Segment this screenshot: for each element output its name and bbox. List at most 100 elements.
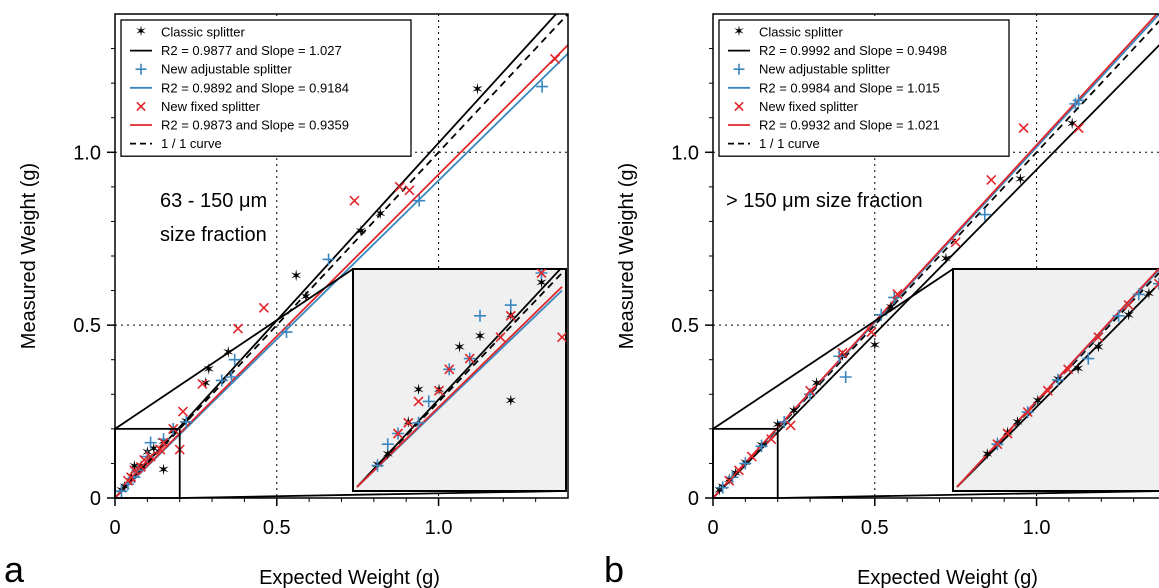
inset-data-point: ✶ <box>473 328 486 346</box>
inset-data-point <box>1022 407 1033 418</box>
legend-label: 1 / 1 curve <box>161 136 222 151</box>
data-point <box>122 475 134 486</box>
inset-data-point <box>381 438 394 451</box>
data-point <box>215 374 228 387</box>
data-point: ✶ <box>202 361 215 379</box>
inset-data-point <box>1002 428 1013 439</box>
inset-data-point <box>556 332 566 343</box>
inset-data-point <box>1093 332 1104 343</box>
legend-marker: ✶ <box>733 24 745 40</box>
data-point <box>258 302 269 313</box>
inset-data-point <box>1042 385 1053 396</box>
data-point <box>145 451 156 462</box>
data-point <box>536 80 549 93</box>
regression-line <box>115 14 558 498</box>
legend-label: R2 = 0.9932 and Slope = 1.021 <box>759 118 940 133</box>
one-to-one-line <box>115 14 568 498</box>
zoom-connector <box>777 490 1159 499</box>
fit-lines <box>713 14 1159 498</box>
series-x <box>122 53 561 486</box>
data-point <box>866 326 877 338</box>
inset-data-point <box>1052 374 1064 386</box>
y-tick-label: 0 <box>688 488 699 510</box>
legend-marker <box>135 63 147 75</box>
series-x <box>724 123 1084 486</box>
inset-data-point <box>1082 352 1095 365</box>
y-tick-label: 0.5 <box>671 315 699 337</box>
inset-regression-line <box>356 269 562 488</box>
data-point <box>978 208 991 221</box>
legend-box <box>120 19 412 157</box>
x-tick-label: 1.0 <box>1023 517 1051 539</box>
inset-data-point <box>1153 278 1159 289</box>
x-tick-label: 0 <box>109 517 120 539</box>
legend-label: R2 = 0.9984 and Slope = 1.015 <box>759 80 940 95</box>
inset-data-point <box>444 364 455 375</box>
y-tick-label: 1.0 <box>73 142 101 164</box>
inset-data-point <box>536 269 547 279</box>
size-fraction-annotation: > 150 μm size fraction <box>726 190 923 212</box>
panel-letter: b <box>604 549 624 588</box>
data-point <box>158 437 169 448</box>
regression-line <box>713 14 1158 498</box>
inset-data-point: ✶ <box>1072 360 1085 378</box>
data-point <box>1073 123 1084 134</box>
data-point <box>746 451 757 462</box>
y-tick-label: 0 <box>90 488 101 510</box>
legend-label: R2 = 0.9873 and Slope = 0.9359 <box>161 118 349 133</box>
y-axis-title: Measured Weight (g) <box>18 163 40 349</box>
inset-data-point: ✶ <box>1142 285 1155 303</box>
data-point <box>155 444 166 455</box>
data-point <box>394 181 405 192</box>
data-point <box>144 436 157 449</box>
legend-label: 1 / 1 curve <box>759 136 820 151</box>
inset-data-point <box>1132 288 1145 301</box>
data-point <box>739 457 752 470</box>
data-point: ✶ <box>939 250 952 268</box>
data-point <box>805 385 816 396</box>
data-point <box>1069 97 1082 110</box>
inset-data-point <box>474 309 486 322</box>
x-tick-label: 0.5 <box>861 517 889 539</box>
data-point: ✶ <box>471 81 484 99</box>
plot-frame <box>712 13 1159 499</box>
data-point: ✶ <box>199 374 212 392</box>
legend-box <box>718 19 1010 157</box>
inset-data-point: ✶ <box>1011 413 1024 431</box>
data-point <box>839 371 852 383</box>
data-point <box>892 288 903 300</box>
y-tick-label: 0.5 <box>73 315 101 337</box>
inset-data-point <box>1123 300 1134 311</box>
data-point: ✶ <box>868 336 881 354</box>
legend-label: Classic splitter <box>759 25 843 40</box>
inset-data-point <box>433 385 445 396</box>
legend-marker <box>733 63 745 75</box>
panel-letter: a <box>4 549 25 588</box>
data-point <box>115 485 128 498</box>
inset-data-point <box>1112 309 1125 322</box>
legend: ✶ Classic splitter R2 = 0.9877 and Slope =… <box>120 19 412 157</box>
data-point <box>724 475 735 486</box>
data-point <box>755 440 768 453</box>
plot-frame <box>114 13 569 499</box>
data-point <box>177 406 189 417</box>
inset-data-point <box>422 395 435 408</box>
inset-data-point: ✶ <box>1122 306 1135 324</box>
data-point: ✶ <box>290 267 303 285</box>
legend-marker <box>734 101 744 112</box>
legend-label: Classic splitter <box>161 25 245 40</box>
data-point: ✶ <box>1066 115 1079 133</box>
x-tick-label: 0.5 <box>263 517 291 539</box>
inset-data-point <box>505 310 516 321</box>
data-point: ✶ <box>1014 170 1027 188</box>
zoom-connector <box>712 268 954 430</box>
size-fraction-annotation: size fraction <box>160 224 267 246</box>
inset-data-point: ✶ <box>504 392 517 410</box>
inset-data-point: ✶ <box>1031 392 1044 410</box>
data-point <box>766 434 777 445</box>
data-point <box>1018 123 1029 134</box>
legend-marker: ✶ <box>135 24 147 40</box>
inset-data-point <box>371 459 384 472</box>
x-tick-label: 1.0 <box>425 517 453 539</box>
